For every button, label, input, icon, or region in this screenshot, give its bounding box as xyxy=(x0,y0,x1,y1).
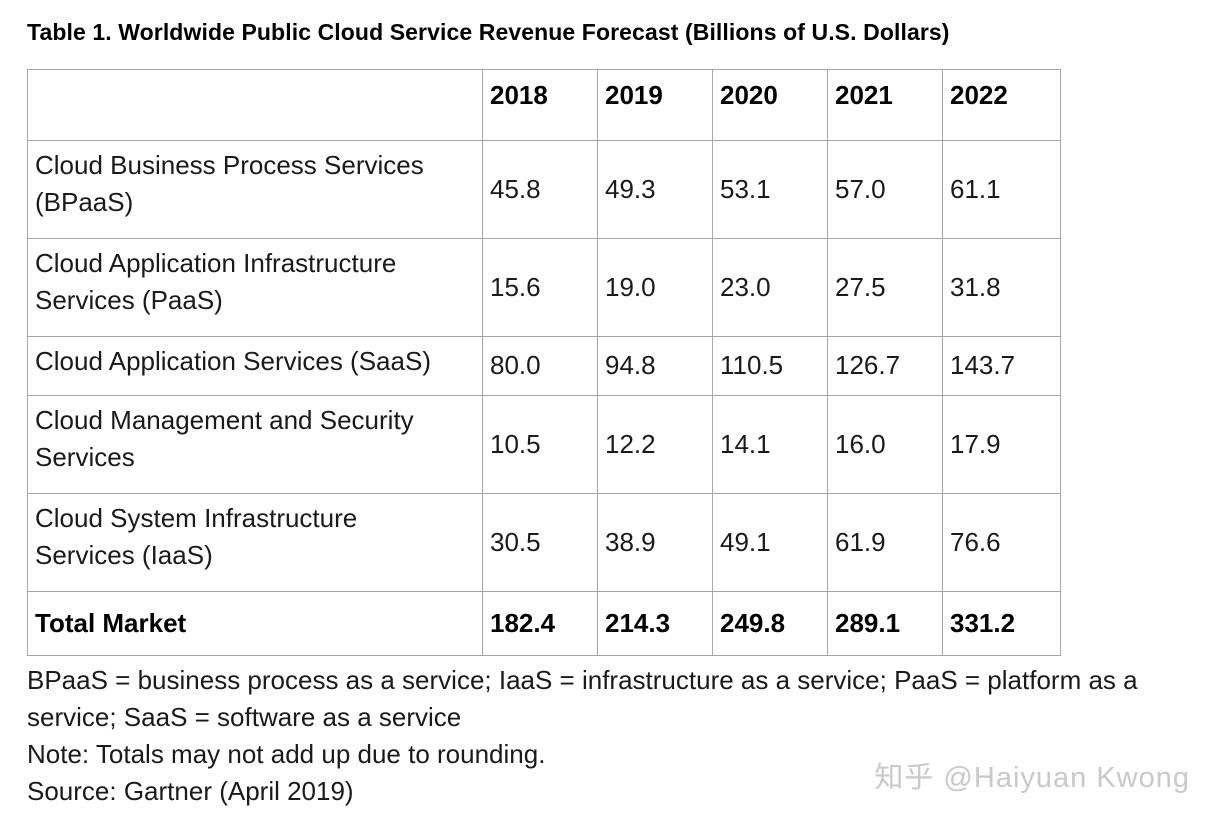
revenue-forecast-table: 2018 2019 2020 2021 2022 Cloud Business … xyxy=(27,68,1061,656)
table-row: Cloud Application Infrastructure Service… xyxy=(27,237,1061,337)
cell-value: 12.2 xyxy=(597,394,713,494)
total-label: Total Market xyxy=(27,590,483,656)
watermark-text: 知乎 @Haiyuan Kwong xyxy=(874,762,1190,794)
col-header-year: 2020 xyxy=(712,68,828,141)
header-row: 2018 2019 2020 2021 2022 xyxy=(27,68,1061,141)
table-row: Cloud Business Process Services (BPaaS) … xyxy=(27,139,1061,239)
total-value: 331.2 xyxy=(942,590,1061,656)
row-label: Cloud Application Services (SaaS) xyxy=(27,335,483,396)
cell-value: 27.5 xyxy=(827,237,943,337)
cell-value: 10.5 xyxy=(482,394,598,494)
footnotes: BPaaS = business process as a service; I… xyxy=(27,662,1187,810)
row-label: Cloud System Infrastructure Services (Ia… xyxy=(27,492,483,592)
col-header-year: 2018 xyxy=(482,68,598,141)
cell-value: 38.9 xyxy=(597,492,713,592)
table-row: Cloud Management and Security Services 1… xyxy=(27,394,1061,494)
cell-value: 110.5 xyxy=(712,335,828,396)
col-header-year: 2021 xyxy=(827,68,943,141)
cell-value: 15.6 xyxy=(482,237,598,337)
cell-value: 23.0 xyxy=(712,237,828,337)
total-value: 289.1 xyxy=(827,590,943,656)
footnote-abbreviations: BPaaS = business process as a service; I… xyxy=(27,664,1138,732)
cell-value: 30.5 xyxy=(482,492,598,592)
row-label: Cloud Application Infrastructure Service… xyxy=(27,237,483,337)
total-value: 249.8 xyxy=(712,590,828,656)
cell-value: 61.1 xyxy=(942,139,1061,239)
row-label: Cloud Business Process Services (BPaaS) xyxy=(27,139,483,239)
cell-value: 94.8 xyxy=(597,335,713,396)
cell-value: 57.0 xyxy=(827,139,943,239)
source-note: Source: Gartner (April 2019) xyxy=(27,775,354,806)
total-value: 214.3 xyxy=(597,590,713,656)
table-row: Cloud System Infrastructure Services (Ia… xyxy=(27,492,1061,592)
cell-value: 49.1 xyxy=(712,492,828,592)
cell-value: 31.8 xyxy=(942,237,1061,337)
cell-value: 45.8 xyxy=(482,139,598,239)
page-title: Table 1. Worldwide Public Cloud Service … xyxy=(27,19,950,45)
row-label: Cloud Management and Security Services xyxy=(27,394,483,494)
cell-value: 126.7 xyxy=(827,335,943,396)
cell-value: 143.7 xyxy=(942,335,1061,396)
total-value: 182.4 xyxy=(482,590,598,656)
cell-value: 49.3 xyxy=(597,139,713,239)
cell-value: 76.6 xyxy=(942,492,1061,592)
cell-value: 61.9 xyxy=(827,492,943,592)
col-header-year: 2019 xyxy=(597,68,713,141)
col-header-empty xyxy=(27,68,483,141)
cell-value: 16.0 xyxy=(827,394,943,494)
cell-value: 17.9 xyxy=(942,394,1061,494)
cell-value: 14.1 xyxy=(712,394,828,494)
cell-value: 80.0 xyxy=(482,335,598,396)
cell-value: 53.1 xyxy=(712,139,828,239)
table-row-total: Total Market 182.4 214.3 249.8 289.1 331… xyxy=(27,590,1061,656)
page: Table 1. Worldwide Public Cloud Service … xyxy=(27,19,1187,810)
col-header-year: 2022 xyxy=(942,68,1061,141)
cell-value: 19.0 xyxy=(597,237,713,337)
table-row: Cloud Application Services (SaaS) 80.0 9… xyxy=(27,335,1061,396)
footnote-note: Note: Totals may not add up due to round… xyxy=(27,738,546,769)
